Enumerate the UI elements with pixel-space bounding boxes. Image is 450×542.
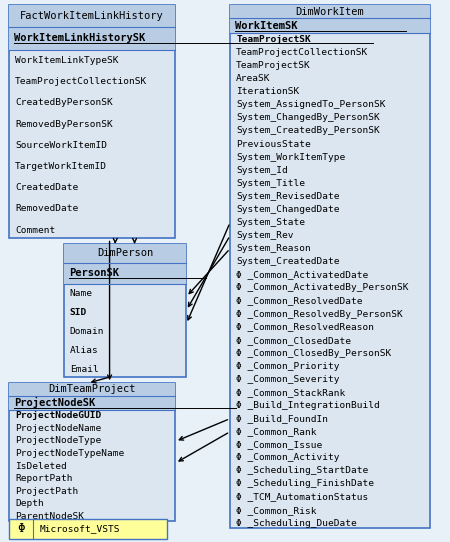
FancyBboxPatch shape: [63, 263, 186, 284]
Text: System_Id: System_Id: [236, 166, 288, 175]
Text: WorkItemLinkHistorySK: WorkItemLinkHistorySK: [14, 33, 145, 43]
Text: DimPerson: DimPerson: [97, 248, 153, 259]
Text: Φ _Common_StackRank: Φ _Common_StackRank: [236, 388, 346, 397]
FancyBboxPatch shape: [230, 18, 429, 33]
Text: Φ _Common_ActivatedBy_PersonSK: Φ _Common_ActivatedBy_PersonSK: [236, 283, 409, 292]
Text: PersonSK: PersonSK: [69, 268, 119, 278]
Text: TargetWorkItemID: TargetWorkItemID: [15, 162, 107, 171]
FancyBboxPatch shape: [230, 5, 429, 528]
Text: System_ChangedDate: System_ChangedDate: [236, 205, 340, 214]
FancyBboxPatch shape: [9, 383, 176, 521]
Text: Φ _Common_Rank: Φ _Common_Rank: [236, 427, 317, 436]
Text: AreaSK: AreaSK: [236, 74, 271, 83]
Text: ProjectNodeGUID: ProjectNodeGUID: [15, 411, 101, 421]
Text: Φ _Common_ResolvedReason: Φ _Common_ResolvedReason: [236, 322, 374, 332]
Text: Φ _Common_Severity: Φ _Common_Severity: [236, 375, 340, 384]
Text: PreviousState: PreviousState: [236, 139, 311, 149]
FancyBboxPatch shape: [9, 383, 176, 396]
Text: TeamProjectCollectionSK: TeamProjectCollectionSK: [15, 77, 147, 86]
Text: CreatedDate: CreatedDate: [15, 183, 78, 192]
Text: System_WorkItemType: System_WorkItemType: [236, 153, 346, 162]
Text: FactWorkItemLinkHistory: FactWorkItemLinkHistory: [20, 11, 164, 21]
Text: Φ _Common_ResolvedBy_PersonSK: Φ _Common_ResolvedBy_PersonSK: [236, 309, 403, 319]
FancyBboxPatch shape: [9, 519, 166, 539]
Text: Φ _Common_Priority: Φ _Common_Priority: [236, 362, 340, 371]
Text: ProjectNodeType: ProjectNodeType: [15, 436, 101, 446]
Text: Φ _Build_FoundIn: Φ _Build_FoundIn: [236, 414, 328, 423]
Text: Φ _Scheduling_FinishDate: Φ _Scheduling_FinishDate: [236, 480, 374, 488]
Text: Φ _Common_Activity: Φ _Common_Activity: [236, 453, 340, 462]
Text: ProjectNodeTypeName: ProjectNodeTypeName: [15, 449, 124, 458]
Text: System_AssignedTo_PersonSK: System_AssignedTo_PersonSK: [236, 100, 386, 109]
Text: System_CreatedBy_PersonSK: System_CreatedBy_PersonSK: [236, 126, 380, 136]
FancyBboxPatch shape: [9, 396, 176, 410]
FancyBboxPatch shape: [63, 244, 186, 377]
Text: DimWorkItem: DimWorkItem: [296, 7, 364, 17]
Text: Φ _Common_ActivatedDate: Φ _Common_ActivatedDate: [236, 270, 369, 279]
Text: TeamProjectSK: TeamProjectSK: [236, 61, 311, 70]
Text: Φ _Common_Risk: Φ _Common_Risk: [236, 506, 317, 515]
Text: Φ _Scheduling_DueDate: Φ _Scheduling_DueDate: [236, 519, 357, 528]
Text: ReportPath: ReportPath: [15, 474, 72, 483]
Text: Domain: Domain: [70, 327, 104, 335]
Text: Φ: Φ: [17, 522, 25, 535]
Text: Φ _Build_IntegrationBuild: Φ _Build_IntegrationBuild: [236, 401, 380, 410]
Text: System_Rev: System_Rev: [236, 231, 294, 240]
Text: CreatedByPersonSK: CreatedByPersonSK: [15, 99, 112, 107]
FancyBboxPatch shape: [63, 244, 186, 263]
Text: System_Reason: System_Reason: [236, 244, 311, 253]
Text: SourceWorkItemID: SourceWorkItemID: [15, 141, 107, 150]
Text: System_State: System_State: [236, 218, 305, 227]
FancyBboxPatch shape: [9, 5, 176, 238]
Text: IsDeleted: IsDeleted: [15, 462, 67, 470]
Text: ParentNodeSK: ParentNodeSK: [15, 512, 84, 521]
Text: Depth: Depth: [15, 499, 44, 508]
Text: Φ _Common_ClosedDate: Φ _Common_ClosedDate: [236, 335, 351, 345]
FancyBboxPatch shape: [9, 27, 176, 50]
Text: TeamProjectSK: TeamProjectSK: [236, 35, 311, 44]
Text: Φ _Common_Issue: Φ _Common_Issue: [236, 440, 323, 449]
Text: System_CreatedDate: System_CreatedDate: [236, 257, 340, 266]
Text: Φ _TCM_AutomationStatus: Φ _TCM_AutomationStatus: [236, 493, 369, 501]
Text: TeamProjectCollectionSK: TeamProjectCollectionSK: [236, 48, 369, 57]
Text: Alias: Alias: [70, 346, 99, 354]
Text: RemovedDate: RemovedDate: [15, 204, 78, 214]
Text: ProjectNodeSK: ProjectNodeSK: [14, 397, 95, 408]
FancyBboxPatch shape: [9, 5, 176, 27]
Text: System_RevisedDate: System_RevisedDate: [236, 192, 340, 201]
Text: Microsoft_VSTS: Microsoft_VSTS: [40, 525, 120, 533]
Text: SID: SID: [70, 308, 87, 317]
Text: Comment: Comment: [15, 225, 55, 235]
Text: Name: Name: [70, 289, 93, 298]
Text: Email: Email: [70, 365, 99, 373]
Text: ProjectPath: ProjectPath: [15, 487, 78, 496]
Text: System_Title: System_Title: [236, 179, 305, 188]
Text: Φ _Scheduling_StartDate: Φ _Scheduling_StartDate: [236, 467, 369, 475]
Text: DimTeamProject: DimTeamProject: [48, 384, 136, 395]
Text: Φ _Common_ResolvedDate: Φ _Common_ResolvedDate: [236, 296, 363, 306]
Text: System_ChangedBy_PersonSK: System_ChangedBy_PersonSK: [236, 113, 380, 122]
Text: WorkItemLinkTypeSK: WorkItemLinkTypeSK: [15, 56, 118, 65]
Text: WorkItemSK: WorkItemSK: [235, 21, 298, 31]
FancyBboxPatch shape: [230, 5, 429, 18]
Text: RemovedByPersonSK: RemovedByPersonSK: [15, 120, 112, 128]
Text: Φ _Common_ClosedBy_PersonSK: Φ _Common_ClosedBy_PersonSK: [236, 349, 392, 358]
Text: ProjectNodeName: ProjectNodeName: [15, 424, 101, 433]
Text: IterationSK: IterationSK: [236, 87, 300, 96]
